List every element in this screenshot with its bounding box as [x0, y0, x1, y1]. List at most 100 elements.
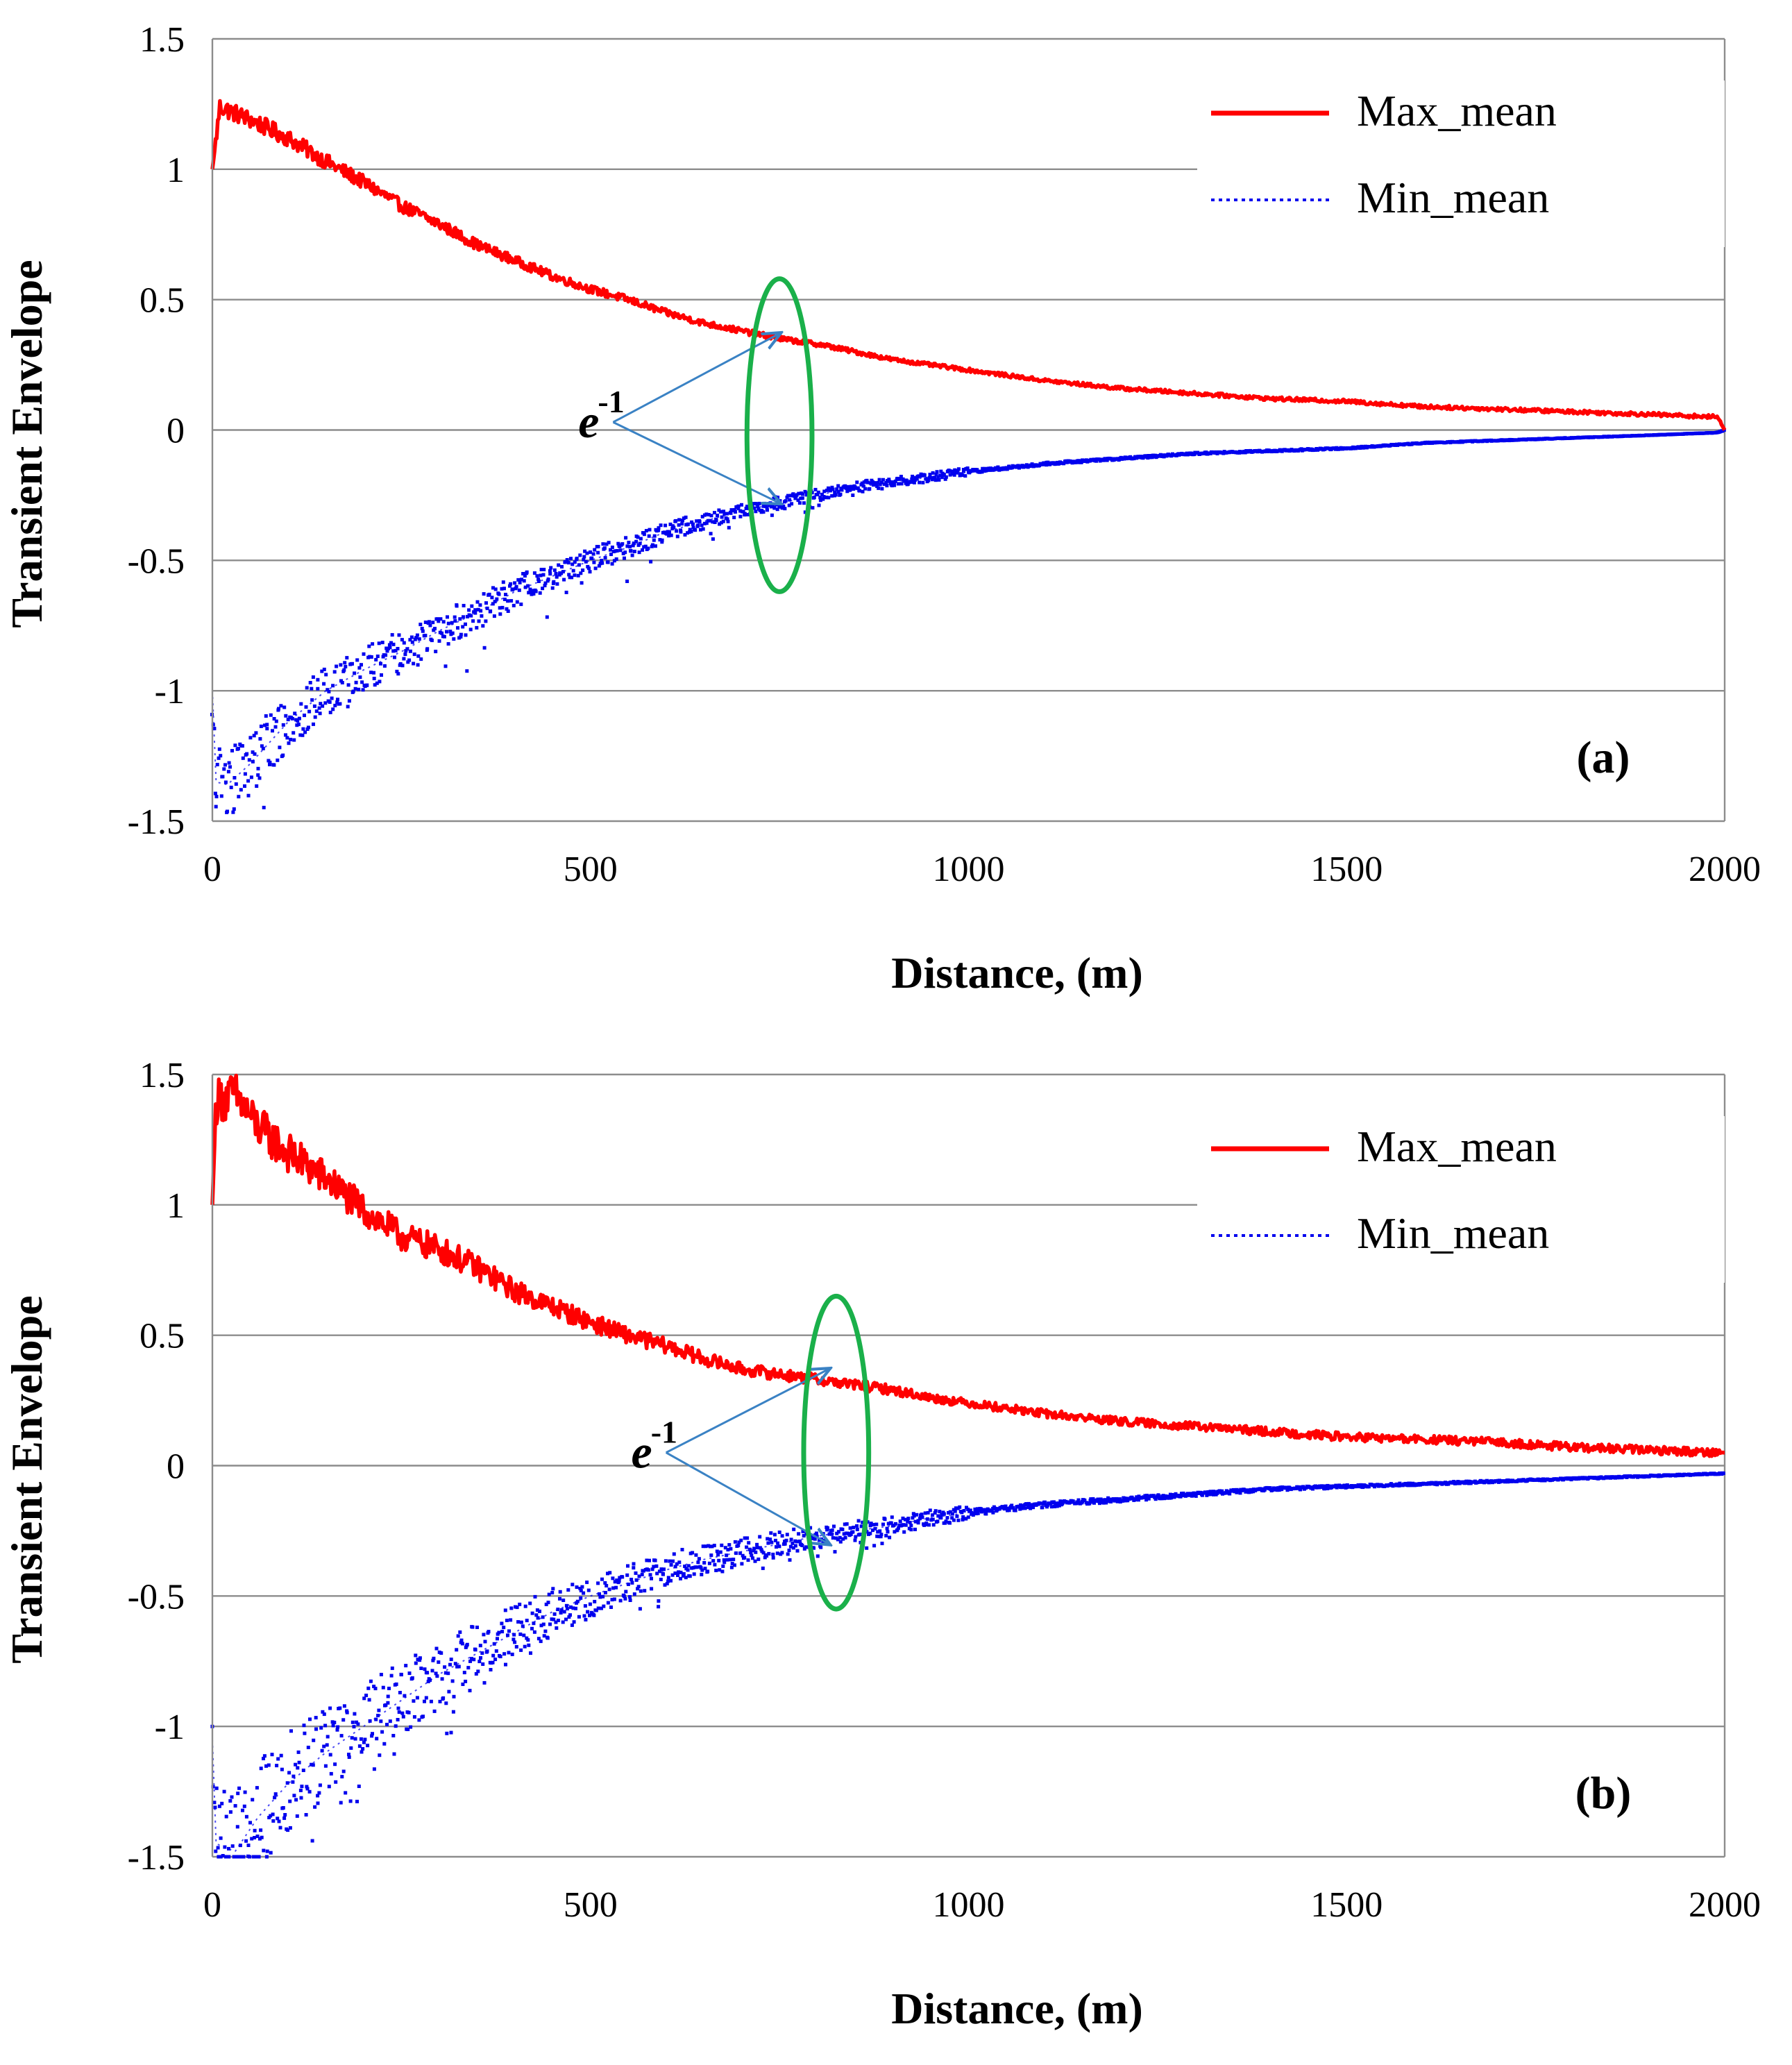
min-mean-point [262, 1754, 267, 1758]
min-mean-point [776, 1541, 780, 1545]
min-mean-point [521, 572, 525, 575]
min-mean-point [703, 1567, 707, 1571]
min-mean-point [219, 1855, 223, 1859]
min-mean-point [962, 1509, 966, 1512]
min-mean-point [452, 637, 456, 641]
min-mean-point [269, 1814, 273, 1818]
min-mean-point [273, 1796, 277, 1800]
min-mean-point [375, 681, 379, 685]
min-mean-point [255, 784, 259, 788]
min-mean-point [277, 707, 280, 711]
min-mean-point [536, 578, 541, 582]
min-mean-point [1089, 1497, 1093, 1501]
min-mean-point [284, 714, 288, 718]
min-mean-point [772, 506, 777, 510]
min-mean-point [663, 1583, 667, 1587]
min-mean-point [244, 1814, 248, 1819]
min-mean-point [908, 1521, 912, 1524]
min-mean-point [482, 592, 486, 596]
min-mean-point [843, 484, 847, 488]
min-mean-point [1192, 1491, 1196, 1495]
min-mean-point [219, 794, 223, 798]
min-mean-point [555, 575, 559, 579]
min-mean-point [416, 663, 420, 667]
min-mean-point [455, 1664, 459, 1669]
min-mean-point [384, 1703, 388, 1707]
min-mean-point [559, 1611, 563, 1615]
min-mean-point [836, 1530, 840, 1534]
min-mean-point [279, 704, 283, 708]
min-mean-point [976, 1511, 980, 1515]
min-mean-point [415, 633, 419, 637]
min-mean-point [674, 519, 678, 523]
min-mean-point [249, 775, 253, 779]
min-mean-point [458, 617, 462, 621]
min-mean-point [490, 596, 494, 600]
min-mean-point [1011, 1506, 1015, 1510]
min-mean-point [342, 1704, 346, 1708]
min-mean-point [926, 1510, 930, 1515]
min-mean-point [766, 1537, 770, 1541]
min-mean-point [774, 1538, 777, 1542]
min-mean-point [709, 1553, 713, 1558]
min-mean-point [214, 804, 218, 809]
min-mean-point [338, 702, 342, 706]
min-mean-point [360, 1750, 364, 1754]
min-mean-point [216, 1846, 220, 1850]
min-mean-point [915, 1512, 919, 1517]
min-mean-point [277, 1819, 281, 1823]
min-mean-point [593, 548, 597, 552]
min-mean-point [327, 689, 331, 693]
min-mean-point [467, 613, 471, 617]
min-mean-point [389, 641, 393, 645]
min-mean-point [1205, 1493, 1209, 1497]
min-mean-point [500, 587, 504, 591]
min-mean-point [648, 1573, 652, 1577]
min-mean-point [886, 1522, 890, 1526]
min-mean-point [509, 582, 513, 586]
min-mean-point [423, 634, 428, 638]
min-mean-point [801, 1529, 805, 1533]
min-mean-point [909, 1528, 913, 1532]
min-mean-point [288, 1799, 292, 1803]
min-mean-point [400, 638, 404, 642]
min-mean-point [584, 559, 588, 564]
min-mean-point [577, 1615, 581, 1619]
min-mean-point [308, 1717, 312, 1721]
min-mean-point [911, 474, 915, 478]
min-mean-point [625, 580, 629, 583]
min-mean-point [771, 1552, 775, 1556]
min-mean-point [800, 1544, 804, 1547]
min-mean-point [927, 478, 931, 482]
min-mean-point [1083, 1499, 1087, 1503]
min-mean-point [212, 727, 217, 731]
min-mean-point [217, 1804, 221, 1808]
min-mean-point [738, 1551, 742, 1556]
min-mean-point [903, 1517, 907, 1522]
min-mean-point [605, 542, 609, 546]
min-mean-point [310, 686, 314, 691]
min-mean-point [676, 1574, 679, 1577]
min-mean-point [299, 1796, 303, 1800]
min-mean-point [520, 578, 523, 582]
min-mean-point [942, 473, 946, 476]
legend-label-min-mean: Min_mean [1357, 1208, 1549, 1258]
min-mean-point [301, 727, 305, 731]
min-mean-point [588, 1602, 592, 1606]
min-mean-point [614, 1585, 618, 1590]
min-mean-point [650, 1587, 654, 1591]
annotation-exponent: -1 [598, 384, 624, 419]
min-mean-point [654, 1564, 659, 1568]
min-mean-point [382, 664, 387, 668]
min-mean-point [695, 1565, 699, 1569]
min-mean-point [276, 758, 280, 762]
min-mean-point [435, 1674, 439, 1678]
min-mean-point [1178, 1494, 1183, 1499]
min-mean-point [688, 1574, 692, 1578]
min-mean-point [291, 1774, 296, 1778]
min-mean-point [575, 557, 579, 560]
min-mean-point [600, 1577, 604, 1581]
ticks: -1.5 -1 -0.5 0 0.5 1 1.5 0 500 1000 1500… [128, 20, 1761, 889]
min-mean-point [648, 1558, 651, 1562]
min-mean-point [842, 1532, 846, 1536]
